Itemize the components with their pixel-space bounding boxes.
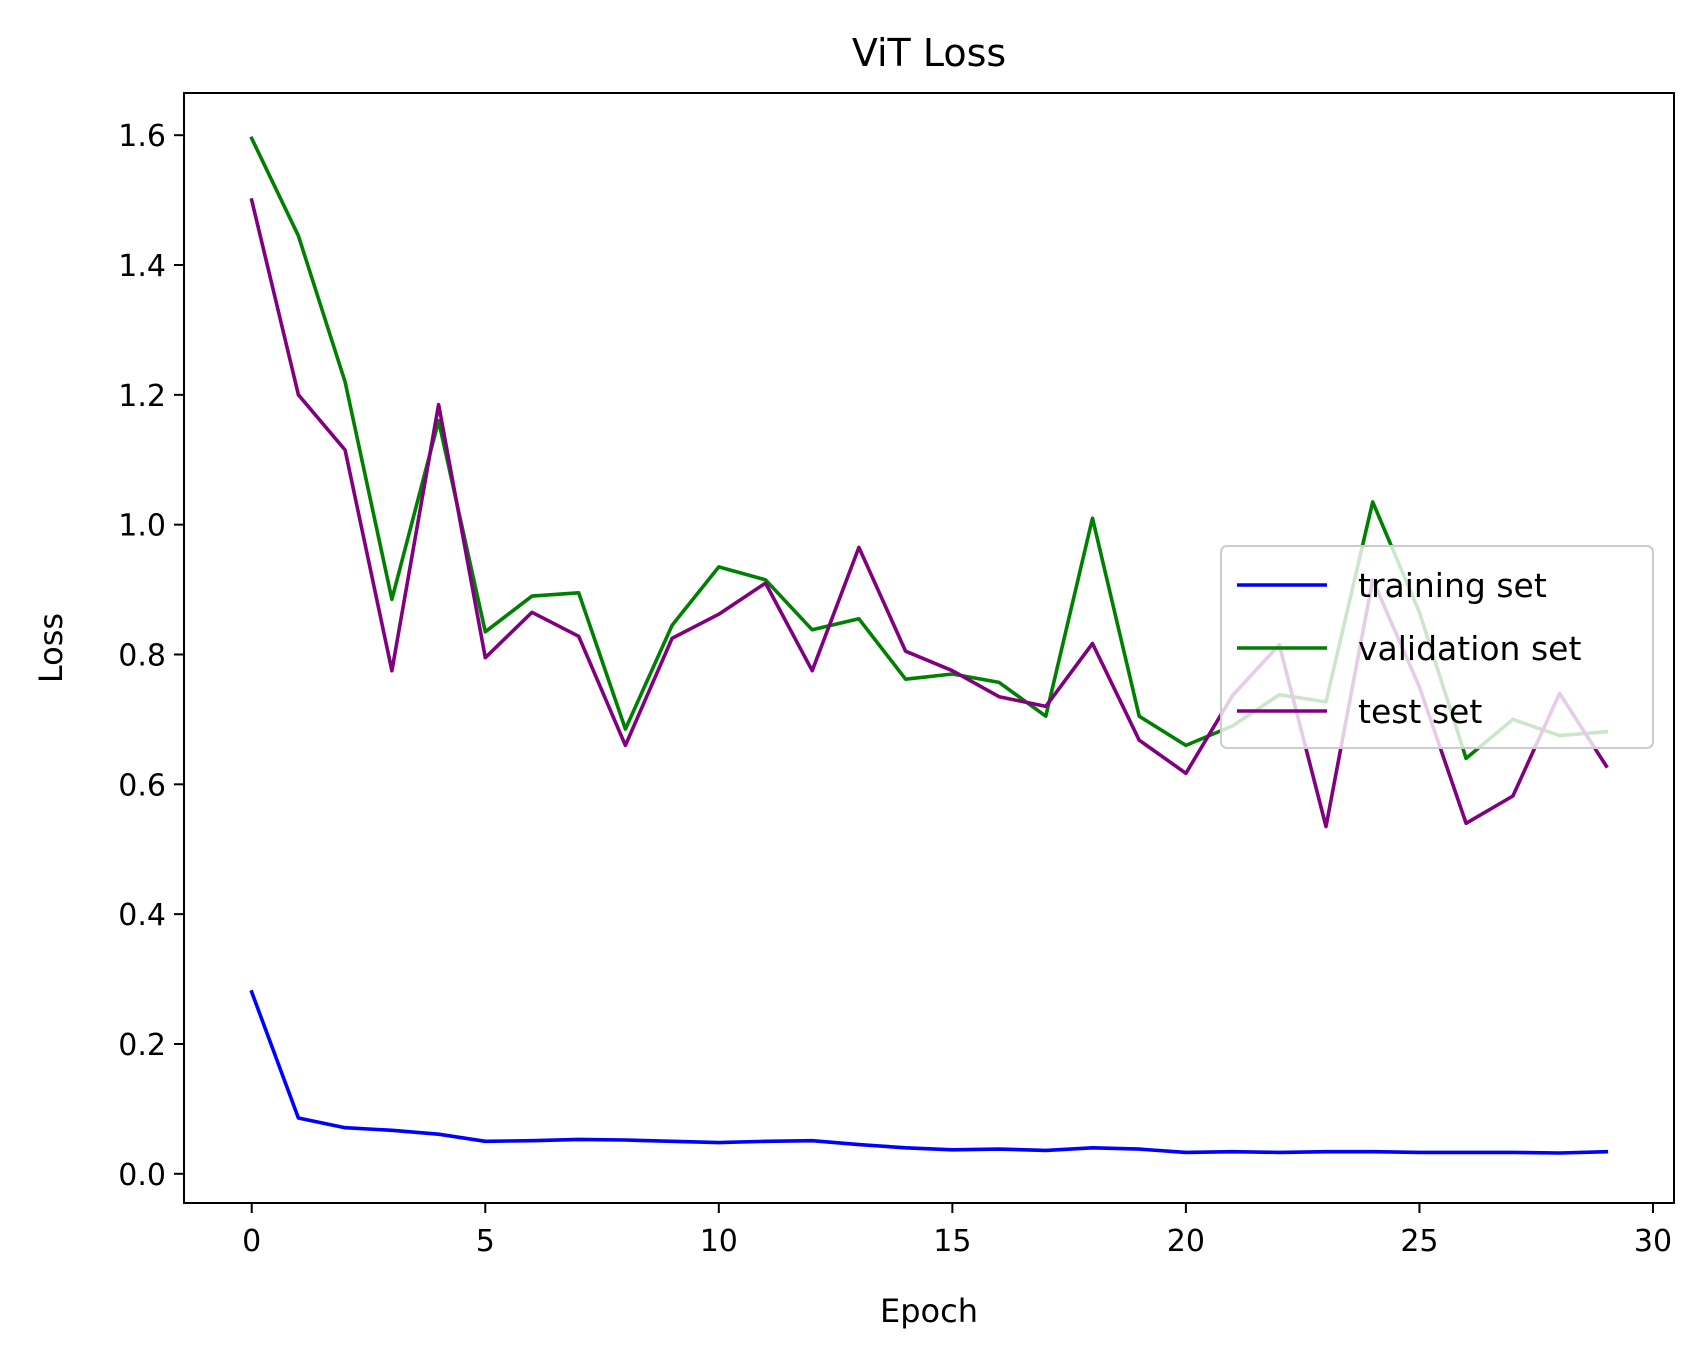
x-tick-label: 0 xyxy=(242,1224,261,1259)
x-axis-label: Epoch xyxy=(880,1292,978,1330)
legend-label-1: validation set xyxy=(1358,629,1581,668)
legend-box xyxy=(1220,545,1654,749)
chart-title: ViT Loss xyxy=(852,31,1006,75)
y-tick-label: 0.6 xyxy=(118,768,166,803)
y-tick-label: 0.8 xyxy=(118,638,166,673)
y-tick-label: 1.4 xyxy=(118,249,166,284)
y-tick-label: 0.0 xyxy=(118,1158,166,1193)
y-tick-label: 1.2 xyxy=(118,379,166,414)
y-tick-label: 1.0 xyxy=(118,509,166,544)
x-tick-label: 25 xyxy=(1400,1224,1438,1259)
x-tick-label: 15 xyxy=(933,1224,971,1259)
series-line-0 xyxy=(249,989,1609,1155)
y-tick-label: 1.6 xyxy=(118,119,166,154)
y-tick-label: 0.2 xyxy=(118,1028,166,1063)
legend-label-2: test set xyxy=(1358,692,1482,731)
x-tick-label: 5 xyxy=(476,1224,495,1259)
y-tick-label: 0.4 xyxy=(118,898,166,933)
legend-label-0: training set xyxy=(1358,566,1547,605)
x-tick-label: 10 xyxy=(700,1224,738,1259)
plot-frame xyxy=(183,92,1675,1204)
y-axis: 0.0 0.2 0.4 0.6 0.8 1.0 1.2 1.4 1.6 xyxy=(118,119,184,1193)
x-axis: 0 5 10 15 20 25 30 xyxy=(242,1203,1672,1259)
series-line-1 xyxy=(249,135,1609,761)
legend: training set validation set test set xyxy=(1220,545,1654,749)
y-axis-label: Loss xyxy=(32,613,70,683)
x-tick-label: 20 xyxy=(1167,1224,1205,1259)
x-tick-label: 30 xyxy=(1634,1224,1672,1259)
